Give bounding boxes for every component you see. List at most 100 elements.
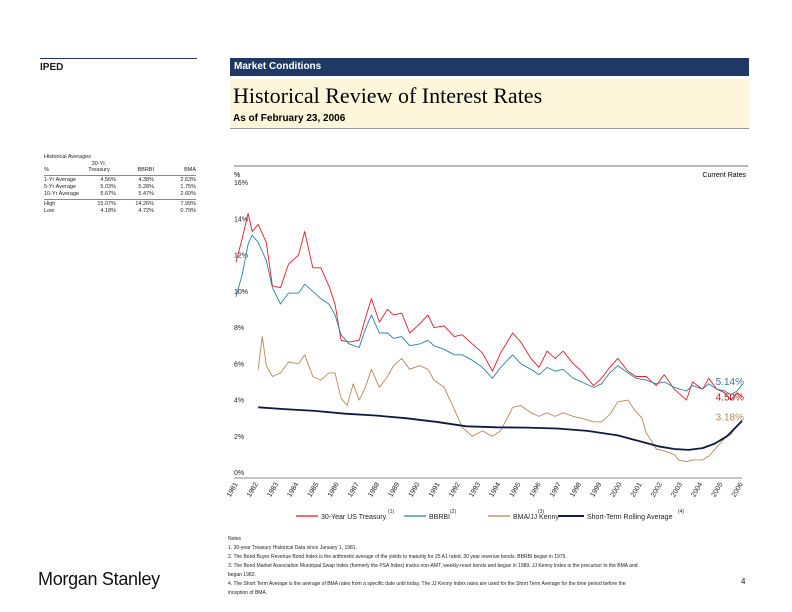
note-item: 1. 30-year Treasury Historical Data sinc… bbox=[228, 545, 357, 551]
table-cell: 7.99% bbox=[180, 201, 196, 207]
y-axis-label: % bbox=[234, 172, 240, 179]
page-title: Historical Review of Interest Rates bbox=[233, 83, 543, 108]
y-tick-label: 10% bbox=[234, 289, 248, 296]
section-header-label: Market Conditions bbox=[234, 61, 322, 72]
x-tick-label: 1995 bbox=[509, 481, 523, 498]
table-row: 10-Yr Average 5.67% 5.47% 2.60% bbox=[44, 191, 196, 198]
x-tick-label: 1991 bbox=[428, 481, 442, 498]
y-tick-label: 2% bbox=[234, 434, 244, 441]
note-item: began 1982. bbox=[228, 572, 256, 578]
table-cell: 14.26% bbox=[135, 201, 154, 207]
table-cell: 1.75% bbox=[180, 184, 196, 190]
table-title: Historical Averages bbox=[44, 154, 91, 160]
series-line-2 bbox=[235, 234, 743, 396]
y-tick-label: 4% bbox=[234, 398, 244, 405]
company-logo: Morgan Stanley bbox=[38, 569, 160, 589]
table-cell: 5.67% bbox=[100, 191, 116, 197]
y-tick-label: 16% bbox=[234, 180, 248, 187]
note-item: 4. The Short Term Average is the average… bbox=[228, 581, 626, 587]
table-cell: 5.47% bbox=[138, 191, 154, 197]
table-cell: 5-Yr Average bbox=[44, 184, 77, 190]
table-cell: High bbox=[44, 201, 56, 207]
x-tick-label: 1994 bbox=[488, 481, 502, 498]
x-tick-label: 1989 bbox=[387, 481, 401, 498]
x-tick-label: 1982 bbox=[246, 481, 260, 498]
x-tick-label: 1986 bbox=[327, 481, 341, 498]
x-tick-label: 1999 bbox=[589, 481, 603, 498]
notes-heading: Notes bbox=[228, 536, 242, 542]
table-cell: 0.79% bbox=[180, 208, 196, 214]
series-line-1 bbox=[235, 212, 743, 401]
table-header-cell: 30-Yr. Treasury bbox=[88, 161, 110, 173]
legend-label: BBRBI bbox=[429, 514, 450, 521]
legend-label: BMA/JJ Kenny bbox=[513, 514, 559, 521]
left-rule bbox=[40, 58, 197, 59]
table-cell: 2.63% bbox=[180, 177, 196, 183]
table-header-row: % 30-Yr. Treasury BBRBI BMA bbox=[44, 161, 196, 174]
table-header-cell: BBRBI bbox=[137, 167, 154, 173]
page-subtitle: As of February 23, 2006 bbox=[233, 113, 346, 124]
legend-footnote-mark: (2) bbox=[450, 509, 456, 515]
legend-footnote-mark: (3) bbox=[538, 509, 544, 515]
x-tick-label: 1998 bbox=[569, 481, 583, 498]
table-cell: 1-Yr Average bbox=[44, 177, 77, 183]
table-divider bbox=[44, 199, 196, 200]
current-rate-label: 5.14% bbox=[716, 377, 744, 388]
current-rate-label: 3.18% bbox=[716, 412, 744, 423]
x-tick-label: 2003 bbox=[670, 481, 684, 498]
x-tick-label: 2006 bbox=[731, 481, 745, 498]
table-cell: 4.38% bbox=[138, 177, 154, 183]
legend-footnote-mark: (4) bbox=[678, 509, 684, 515]
legend-label: Short-Term Rolling Average bbox=[587, 514, 673, 521]
current-rate-label: 4.50% bbox=[716, 392, 744, 403]
note-item: 3. The Bond Market Association Municipal… bbox=[228, 563, 638, 569]
y-tick-label: 12% bbox=[234, 253, 248, 260]
x-tick-label: 1992 bbox=[448, 481, 462, 498]
table-cell: 4.56% bbox=[100, 177, 116, 183]
table-cell: 2.60% bbox=[180, 191, 196, 197]
x-tick-label: 1990 bbox=[408, 481, 422, 498]
notes-block: Notes 1. 30-year Treasury Historical Dat… bbox=[228, 535, 748, 598]
x-tick-label: 1981 bbox=[226, 481, 240, 498]
table-cell: 10-Yr Average bbox=[44, 191, 80, 197]
table-row: High 15.07% 14.26% 7.99% bbox=[44, 201, 196, 208]
series-line-3 bbox=[257, 336, 743, 463]
y-tick-label: 8% bbox=[234, 325, 244, 332]
x-tick-label: 1987 bbox=[347, 481, 361, 498]
y-tick-label: 6% bbox=[234, 361, 244, 368]
table-cell: 4.72% bbox=[138, 208, 154, 214]
legend-footnote-mark: (1) bbox=[388, 509, 394, 515]
page-number: 4 bbox=[741, 577, 746, 586]
x-tick-label: 2002 bbox=[650, 481, 664, 498]
historical-averages-table: Historical Averages % 30-Yr. Treasury BB… bbox=[44, 154, 196, 215]
section-header-bar: Market Conditions bbox=[230, 58, 749, 76]
x-tick-label: 2005 bbox=[711, 481, 725, 498]
current-rates-label: Current Rates bbox=[702, 172, 746, 179]
table-cell: 4.18% bbox=[100, 208, 116, 214]
table-divider bbox=[44, 175, 196, 176]
x-tick-label: 1984 bbox=[286, 481, 300, 498]
y-tick-label: 14% bbox=[234, 216, 248, 223]
x-tick-label: 2001 bbox=[630, 481, 644, 498]
y-tick-label: 0% bbox=[234, 470, 244, 477]
x-tick-label: 2004 bbox=[690, 481, 704, 498]
table-cell: 5.28% bbox=[138, 184, 154, 190]
x-tick-label: 1985 bbox=[307, 481, 321, 498]
section-tag: IPED bbox=[40, 62, 64, 73]
title-rule bbox=[230, 128, 749, 129]
x-tick-label: 1996 bbox=[529, 481, 543, 498]
table-row: Low 4.18% 4.72% 0.79% bbox=[44, 208, 196, 215]
table-row: 5-Yr Average 5.03% 5.28% 1.75% bbox=[44, 184, 196, 191]
x-tick-label: 1988 bbox=[367, 481, 381, 498]
table-cell: Low bbox=[44, 208, 55, 214]
table-header-cell: BMA bbox=[184, 167, 196, 173]
note-item: inception of BMA. bbox=[228, 590, 268, 596]
title-box: Historical Review of Interest Rates As o… bbox=[230, 79, 749, 129]
table-header-cell: % bbox=[44, 167, 49, 173]
x-tick-label: 1993 bbox=[468, 481, 482, 498]
interest-rate-chart: % Current Rates 0% 2% 4% 6% 8% 10% 12% 14% 16% 1981… bbox=[226, 165, 748, 521]
x-tick-label: 2000 bbox=[610, 481, 624, 498]
table-cell: 5.03% bbox=[100, 184, 116, 190]
x-tick-label: 1983 bbox=[266, 481, 280, 498]
table-cell: 15.07% bbox=[97, 201, 116, 207]
